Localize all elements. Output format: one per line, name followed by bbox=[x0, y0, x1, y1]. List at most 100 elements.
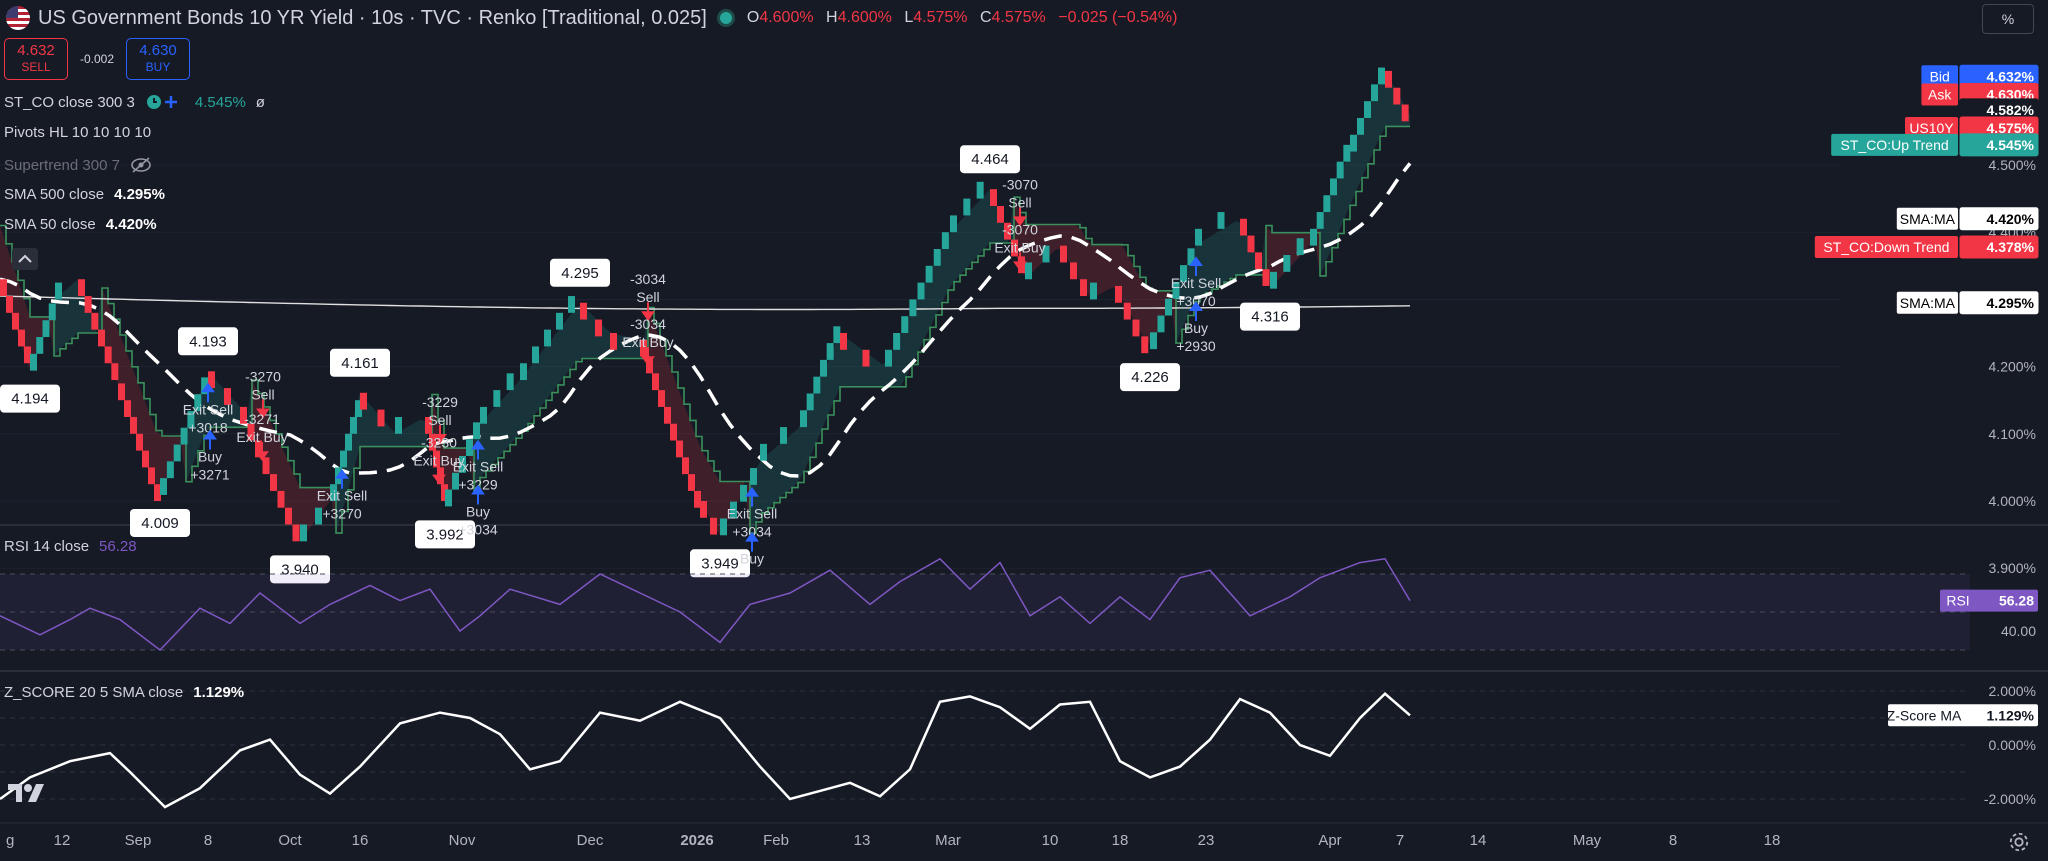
pivot-label: 4.464 bbox=[960, 145, 1020, 174]
trend-fill bbox=[966, 208, 972, 269]
trend-fill bbox=[384, 420, 390, 447]
renko-brick bbox=[42, 320, 50, 338]
indicator-rsi[interactable]: RSI 14 close 56.28 bbox=[4, 538, 137, 555]
alert-clock-icon[interactable] bbox=[145, 92, 185, 112]
symbol-title[interactable]: US Government Bonds 10 YR Yield · 10s · … bbox=[38, 6, 707, 29]
renko-brick bbox=[433, 450, 440, 468]
trend-fill bbox=[546, 338, 552, 401]
trend-fill bbox=[522, 369, 528, 432]
trend-fill bbox=[414, 419, 420, 447]
renko-brick bbox=[262, 457, 270, 475]
sma500-line bbox=[0, 295, 1411, 311]
trend-fill bbox=[516, 377, 522, 439]
renko-brick bbox=[1310, 228, 1317, 246]
tradingview-logo-icon[interactable] bbox=[8, 778, 52, 804]
renko-brick bbox=[1247, 235, 1255, 253]
visibility-off-icon[interactable] bbox=[130, 156, 152, 174]
indicator-supertrend[interactable]: Supertrend 300 7 bbox=[4, 156, 152, 174]
price-tag-label-box bbox=[1921, 65, 1958, 88]
trend-fill bbox=[558, 323, 564, 385]
renko-brick bbox=[208, 371, 215, 389]
y-tick-label: -2.000% bbox=[1984, 791, 2036, 807]
indicator-zscore[interactable]: Z_SCORE 20 5 SMA close 1.129% bbox=[4, 684, 245, 701]
indicator-st-co[interactable]: ST_CO close 300 3 4.545% ø bbox=[4, 92, 265, 112]
pivot-label-text: 4.009 bbox=[141, 515, 179, 532]
price-tag-label-box bbox=[1905, 117, 1958, 140]
trend-fill bbox=[1380, 72, 1386, 137]
renko-brick bbox=[55, 282, 62, 300]
renko-brick bbox=[330, 484, 337, 501]
buy-button[interactable]: 4.630 BUY bbox=[126, 38, 190, 80]
pivot-label-box bbox=[130, 508, 190, 537]
renko-brick bbox=[780, 427, 787, 444]
pivot-label-text: 3.992 bbox=[426, 526, 464, 543]
renko-brick bbox=[160, 478, 167, 495]
sell-button[interactable]: 4.632 SELL bbox=[4, 38, 68, 80]
zscore-tag-label: Z-Score MA bbox=[1887, 707, 1962, 723]
renko-brick bbox=[862, 349, 870, 367]
trend-fill bbox=[276, 433, 282, 501]
price-tag-label-box bbox=[1814, 235, 1958, 258]
signal-label: -3271 bbox=[244, 411, 280, 427]
trend-fill bbox=[1110, 244, 1116, 289]
pivot-label-text: 4.193 bbox=[189, 333, 227, 350]
price-tag: 4.582% bbox=[1959, 98, 2039, 122]
y-tick-label: 40.00 bbox=[2001, 623, 2036, 639]
trend-fill bbox=[876, 359, 882, 387]
renko-brick bbox=[0, 279, 7, 297]
renko-brick bbox=[963, 198, 971, 216]
signal-arrow bbox=[255, 442, 269, 461]
renko-brick bbox=[520, 363, 527, 381]
indicator-sma500[interactable]: SMA 500 close 4.295% bbox=[4, 186, 165, 203]
chevron-up-icon bbox=[18, 254, 32, 263]
trend-fill bbox=[552, 331, 558, 393]
settings-gear-icon[interactable] bbox=[2008, 831, 2030, 853]
renko-brick bbox=[1401, 104, 1409, 122]
signal-label: Buy bbox=[740, 551, 764, 567]
renko-brick bbox=[740, 484, 747, 502]
price-tag-value: 4.582% bbox=[1987, 102, 2035, 118]
collapse-legend-button[interactable] bbox=[12, 248, 38, 270]
renko-brick bbox=[806, 393, 814, 411]
price-tag-value-box bbox=[1959, 235, 2039, 259]
x-tick-label: Apr bbox=[1318, 832, 1341, 849]
pivot-label-box bbox=[0, 384, 60, 413]
renko-brick bbox=[277, 490, 285, 508]
renko-brick bbox=[166, 461, 174, 479]
trend-fill bbox=[1200, 239, 1206, 297]
x-tick-label: 18 bbox=[1764, 832, 1781, 849]
trend-fill bbox=[768, 448, 774, 508]
renko-brick bbox=[506, 373, 514, 391]
trend-fill bbox=[1146, 288, 1152, 345]
pivot-label: 4.316 bbox=[1240, 302, 1300, 331]
signal-label: +2930 bbox=[1176, 338, 1216, 354]
signal-label: Sell bbox=[251, 386, 274, 402]
signal-label: Sell bbox=[636, 289, 659, 305]
trend-fill bbox=[696, 436, 702, 505]
trend-fill bbox=[372, 406, 378, 447]
trend-fill bbox=[924, 273, 930, 340]
indicator-sma50[interactable]: SMA 50 close 4.420% bbox=[4, 216, 157, 233]
percent-scale-button[interactable]: % bbox=[1982, 4, 2034, 34]
trade-panel: 4.632 SELL -0.002 4.630 BUY bbox=[4, 38, 190, 80]
trend-fill bbox=[60, 289, 66, 349]
trend-fill bbox=[150, 414, 156, 485]
signal-label: Exit Sell bbox=[1171, 275, 1222, 291]
y-tick-label: 4.000% bbox=[1989, 493, 2036, 509]
renko-brick bbox=[285, 507, 292, 525]
renko-brick bbox=[240, 406, 247, 424]
signal-label: +3034 bbox=[458, 521, 498, 537]
trend-fill bbox=[1278, 232, 1284, 281]
renko-brick bbox=[30, 353, 37, 371]
trend-fill bbox=[702, 450, 708, 515]
renko-brick bbox=[340, 450, 347, 468]
renko-brick bbox=[1187, 248, 1195, 266]
renko-brick bbox=[1270, 271, 1277, 289]
signal-label: -3070 bbox=[1002, 221, 1038, 237]
indicator-pivots[interactable]: Pivots HL 10 10 10 10 bbox=[4, 124, 152, 141]
zscore-line bbox=[0, 692, 1411, 809]
trend-fill bbox=[780, 438, 786, 498]
renko-brick bbox=[688, 474, 695, 491]
trend-fill bbox=[420, 419, 426, 447]
